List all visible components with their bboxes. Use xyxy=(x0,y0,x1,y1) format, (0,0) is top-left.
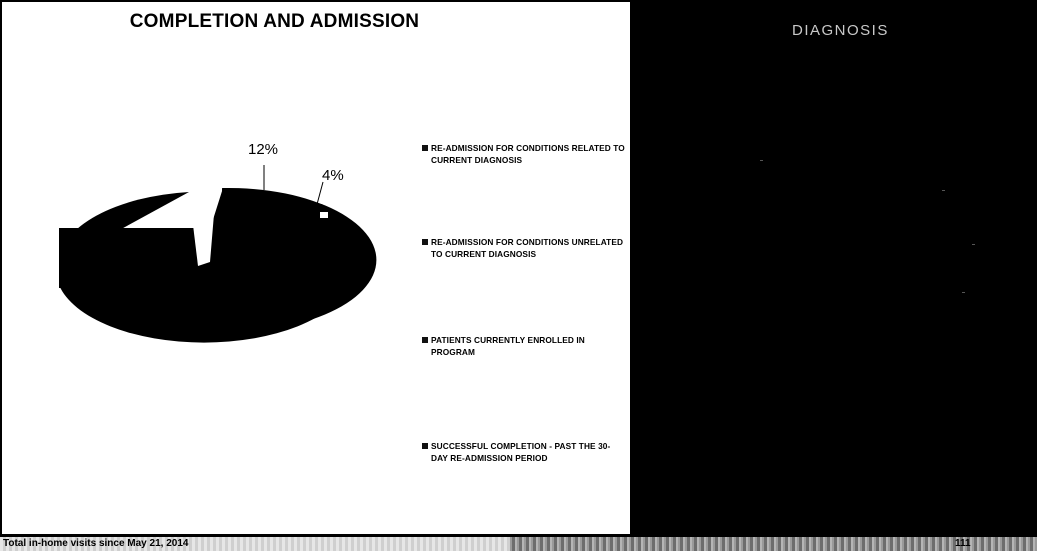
data-label-4: 4% xyxy=(322,167,344,184)
leader-line-4 xyxy=(315,181,324,209)
page-number: 111 xyxy=(955,538,971,549)
footer-bar: Total in-home visits since May 21, 2014 … xyxy=(0,536,1037,551)
footer-text: Total in-home visits since May 21, 2014 xyxy=(3,538,189,549)
legend-label: RE-ADMISSION FOR CONDITIONS UNRELATED TO… xyxy=(431,237,624,259)
diagnosis-title: DIAGNOSIS xyxy=(792,22,889,39)
footer-texture-left xyxy=(0,537,510,551)
legend-item: SUCCESSFUL COMPLETION - PAST THE 30-DAY … xyxy=(422,440,627,464)
pie-slice-main-fill xyxy=(59,228,209,288)
chart-panel: COMPLETION AND ADMISSION 12% 4% RE-ADMIS… xyxy=(0,0,632,536)
speck xyxy=(962,292,965,293)
pie-chart: 12% 4% xyxy=(59,141,377,343)
speck xyxy=(972,244,975,245)
footer-texture-right xyxy=(510,537,1037,551)
legend-swatch xyxy=(422,443,428,449)
speck xyxy=(760,160,763,161)
legend-item: RE-ADMISSION FOR CONDITIONS RELATED TO C… xyxy=(422,142,627,166)
legend-item: PATIENTS CURRENTLY ENROLLED IN PROGRAM xyxy=(422,334,627,358)
pie-slice-4 xyxy=(302,204,348,260)
data-label-12: 12% xyxy=(248,141,278,158)
pie-highlight xyxy=(320,212,328,218)
pie-slice-12-side xyxy=(223,188,302,260)
chart-title: COMPLETION AND ADMISSION xyxy=(129,11,420,32)
legend-swatch xyxy=(422,239,428,245)
diagnosis-panel: DIAGNOSIS xyxy=(632,0,1037,536)
legend-label: SUCCESSFUL COMPLETION - PAST THE 30-DAY … xyxy=(431,441,611,463)
legend-item: RE-ADMISSION FOR CONDITIONS UNRELATED TO… xyxy=(422,236,627,260)
pie-gap xyxy=(189,190,216,266)
legend-label: RE-ADMISSION FOR CONDITIONS RELATED TO C… xyxy=(431,143,625,165)
legend-swatch xyxy=(422,145,428,151)
legend-swatch xyxy=(422,337,428,343)
speck xyxy=(942,190,945,191)
legend-label: PATIENTS CURRENTLY ENROLLED IN PROGRAM xyxy=(431,335,585,357)
